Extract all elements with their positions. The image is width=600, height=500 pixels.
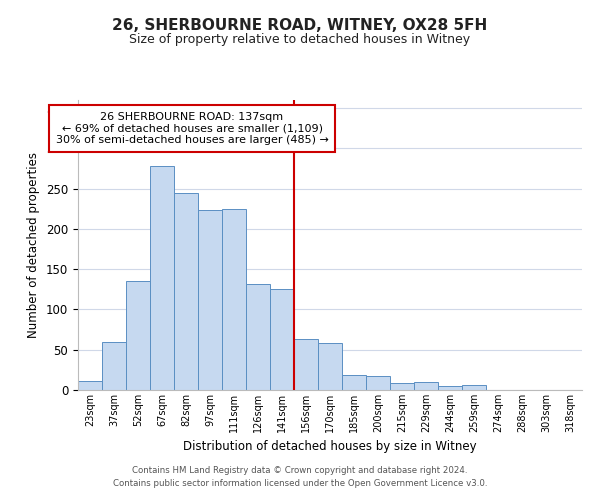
Bar [294, 339, 318, 390]
Bar [414, 382, 438, 390]
Bar [246, 284, 270, 390]
Text: Size of property relative to detached houses in Witney: Size of property relative to detached ho… [130, 32, 470, 46]
Bar [150, 166, 174, 390]
Bar [102, 342, 126, 390]
Bar [342, 374, 366, 390]
Bar [174, 192, 198, 390]
Bar [318, 344, 342, 390]
Text: 26 SHERBOURNE ROAD: 137sqm
← 69% of detached houses are smaller (1,109)
30% of s: 26 SHERBOURNE ROAD: 137sqm ← 69% of deta… [56, 112, 328, 146]
Bar [222, 209, 246, 390]
Bar [366, 376, 390, 390]
Bar [390, 383, 414, 390]
Text: Contains HM Land Registry data © Crown copyright and database right 2024.
Contai: Contains HM Land Registry data © Crown c… [113, 466, 487, 487]
X-axis label: Distribution of detached houses by size in Witney: Distribution of detached houses by size … [183, 440, 477, 454]
Bar [126, 281, 150, 390]
Bar [438, 386, 462, 390]
Text: 26, SHERBOURNE ROAD, WITNEY, OX28 5FH: 26, SHERBOURNE ROAD, WITNEY, OX28 5FH [112, 18, 488, 32]
Bar [78, 381, 102, 390]
Y-axis label: Number of detached properties: Number of detached properties [28, 152, 40, 338]
Bar [270, 290, 294, 390]
Bar [462, 385, 486, 390]
Bar [198, 210, 222, 390]
